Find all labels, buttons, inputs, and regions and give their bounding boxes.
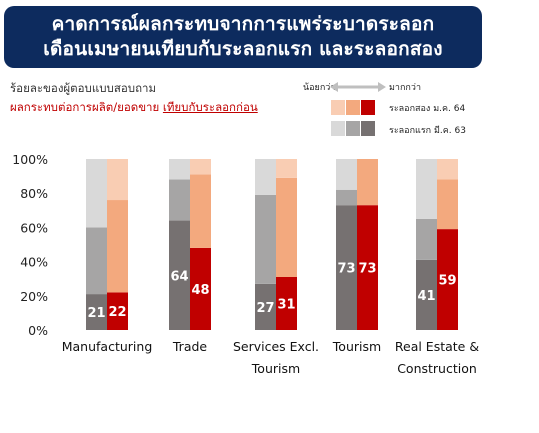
bar-segment xyxy=(190,159,211,175)
y-tick-label: 20% xyxy=(20,289,48,304)
bar-segment xyxy=(416,159,437,219)
bar-value-label: 73 xyxy=(358,262,376,277)
category-label: Services Excl. xyxy=(233,339,319,354)
category-label: Real Estate & xyxy=(395,339,479,354)
y-tick-label: 60% xyxy=(20,220,48,235)
legend-swatch xyxy=(346,100,360,115)
bar-segment xyxy=(107,292,128,330)
bar-segment xyxy=(416,259,437,330)
chart-title-banner: คาดการณ์ผลกระทบจากการแพร่ระบาดระลอก เดือ… xyxy=(4,6,482,68)
bar-segment xyxy=(437,229,458,330)
bar-value-label: 41 xyxy=(417,289,435,304)
bar-segment xyxy=(169,179,190,221)
legend-double-arrow-icon xyxy=(330,82,386,92)
bar-value-label: 64 xyxy=(170,269,188,284)
category-label: Trade xyxy=(172,339,208,354)
bar-segment xyxy=(190,247,211,330)
bar-segment xyxy=(416,218,437,260)
category-label: Manufacturing xyxy=(62,339,153,354)
bar-segment xyxy=(336,189,357,206)
y-tick-label: 80% xyxy=(20,186,48,201)
y-tick-label: 100% xyxy=(12,152,48,167)
bar-segment xyxy=(255,194,276,284)
bar-segment xyxy=(255,159,276,195)
bar-value-label: 31 xyxy=(277,297,295,312)
category-label: Tourism xyxy=(251,361,300,376)
title-line-1: คาดการณ์ผลกระทบจากการแพร่ระบาดระลอก xyxy=(51,13,435,35)
bar-value-label: 21 xyxy=(87,306,105,321)
bar-value-label: 73 xyxy=(337,262,355,277)
bar-segment xyxy=(276,276,297,330)
y-tick-label: 40% xyxy=(20,255,48,270)
bar-segment xyxy=(357,205,378,330)
subtitle-impact: ผลกระทบต่อการผลิต/ยอดขาย เทียบกับระลอกก่… xyxy=(10,99,258,117)
legend-swatch xyxy=(361,100,375,115)
bar-segment xyxy=(336,205,357,330)
bar-segment xyxy=(107,159,128,201)
bar-segment xyxy=(86,294,107,330)
bar-segment xyxy=(437,179,458,230)
subtitle-respondents: ร้อยละของผู้ตอบแบบสอบถาม xyxy=(10,81,157,95)
bar-segment xyxy=(255,283,276,330)
category-label: Construction xyxy=(397,361,477,376)
y-tick-label: 0% xyxy=(28,323,48,338)
legend-swatch xyxy=(361,121,375,136)
legend-swatch xyxy=(331,121,345,136)
legend-swatch xyxy=(346,121,360,136)
subtitle-impact-part1: ผลกระทบต่อการผลิต/ยอดขาย xyxy=(10,100,160,114)
category-label: Tourism xyxy=(332,339,381,354)
title-line-2: เดือนเมษายนเทียบกับระลอกแรก และระลอกสอง xyxy=(43,38,443,60)
bar-segment xyxy=(107,200,128,293)
legend-swatch xyxy=(331,100,345,115)
bar-value-label: 48 xyxy=(191,283,209,298)
bar-value-label: 22 xyxy=(108,305,126,320)
bar-segment xyxy=(86,159,107,228)
bar-segment xyxy=(357,159,378,206)
legend-less-label: น้อยกว่า xyxy=(303,83,336,93)
legend-wave2-label: ระลอกสอง ม.ค. 64 xyxy=(389,104,466,114)
bar-segment xyxy=(169,220,190,330)
bar-segment xyxy=(169,159,190,180)
bar-segment xyxy=(336,159,357,190)
bar-segment xyxy=(276,177,297,277)
bar-value-label: 27 xyxy=(256,301,274,316)
subtitle-impact-part2: เทียบกับระลอกก่อน xyxy=(162,100,258,114)
bar-segment xyxy=(190,174,211,248)
legend-wave1-label: ระลอกแรก มี.ค. 63 xyxy=(389,126,466,136)
bar-segment xyxy=(86,227,107,295)
bar-value-label: 59 xyxy=(438,274,456,289)
bar-segment xyxy=(437,159,458,180)
legend-more-label: มากกว่า xyxy=(389,83,421,93)
bar-segment xyxy=(276,159,297,178)
